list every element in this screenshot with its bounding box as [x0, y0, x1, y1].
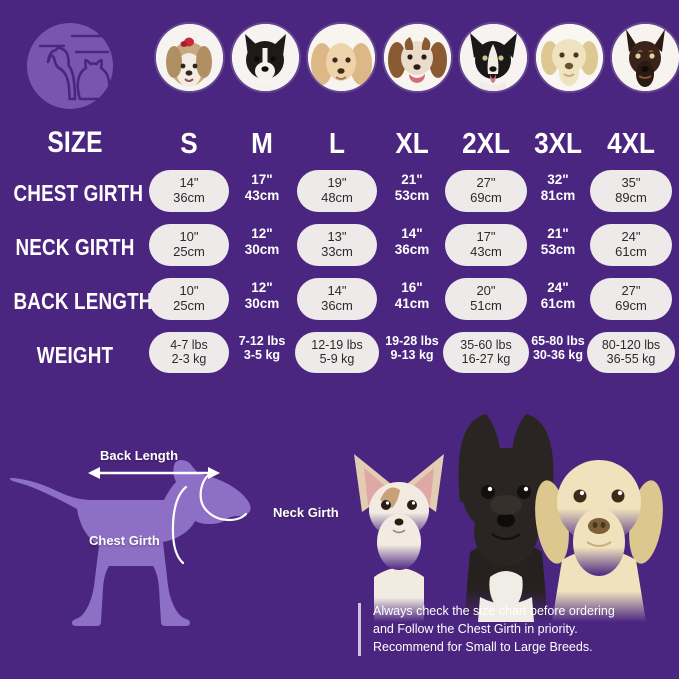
breed-circle-labrador [536, 24, 603, 91]
cell-chest-s: 14" 36cm [149, 170, 229, 212]
cell-chest-2xl: 27" 69cm [445, 170, 527, 212]
column-header-s: S [180, 128, 198, 160]
cell-back-s: 10" 25cm [149, 278, 229, 320]
cell-chest-4xl: 35" 89cm [590, 170, 672, 212]
cell-weight-m: 7-12 lbs 3-5 kg [238, 334, 286, 363]
note-line-2: and Follow the Chest Girth in priority. [373, 621, 578, 636]
cell-weight-xl: 19-28 lbs 9-13 kg [385, 334, 439, 363]
row-label-weight: WEIGHT [36, 342, 114, 368]
arrow-head-left [88, 467, 100, 479]
dog-cat-circle-logo [22, 18, 118, 114]
cell-neck-xl: 14" 36cm [394, 226, 430, 257]
cell-neck-3xl: 21" 53cm [540, 226, 576, 257]
cell-chest-3xl: 32" 81cm [540, 172, 576, 203]
cell-back-xl: 16" 41cm [394, 280, 430, 311]
column-header-2xl: 2XL [462, 128, 510, 160]
cell-back-l: 14" 36cm [297, 278, 377, 320]
cell-neck-4xl: 24" 61cm [590, 224, 672, 266]
breed-photo-group [340, 392, 679, 622]
column-header-m: M [251, 128, 273, 160]
note-line-3: Recommend for Small to Large Breeds. [373, 639, 593, 654]
cell-back-3xl: 24" 61cm [540, 280, 576, 311]
neck-girth-dimension-label: Neck Girth [273, 505, 339, 520]
cell-neck-2xl: 17" 43cm [445, 224, 527, 266]
breed-circle-cocker-spaniel [308, 24, 375, 91]
column-header-3xl: 3XL [534, 128, 582, 160]
breed-circle-shih-tzu [156, 24, 223, 91]
row-label-neck-girth: NECK GIRTH [15, 234, 135, 260]
cell-neck-m: 12" 30cm [244, 226, 280, 257]
breed-photo-strip [150, 24, 679, 94]
column-header-l: L [329, 128, 345, 160]
french-bulldog-photo [458, 414, 554, 622]
chest-girth-loop [171, 485, 188, 565]
column-header-4xl: 4XL [607, 128, 655, 160]
row-label-back-length: BACK LENGTH [13, 288, 153, 314]
dog-silhouette-side-view [10, 460, 251, 626]
measurement-diagram [0, 392, 360, 679]
note-line-1: Always check the size chart before order… [373, 604, 615, 618]
chihuahua-photo [354, 454, 444, 622]
breed-circle-doberman [612, 24, 679, 91]
arrow-head-right [208, 467, 220, 479]
cell-back-2xl: 20" 51cm [445, 278, 527, 320]
cell-back-m: 12" 30cm [244, 280, 280, 311]
size-chart-note: Always check the size chart before order… [358, 603, 679, 657]
back-length-dimension-label: Back Length [100, 448, 179, 463]
cell-chest-l: 19" 48cm [297, 170, 377, 212]
size-table: SIZE S M L XL 2XL 3XL 4XL CHEST GIRTH 14… [0, 112, 679, 382]
neck-girth-loop [199, 470, 248, 522]
row-label-chest-girth: CHEST GIRTH [13, 180, 144, 206]
chest-girth-dimension-label: Chest Girth [89, 533, 160, 548]
labrador-photo [535, 460, 663, 622]
cell-weight-s: 4-7 lbs 2-3 kg [149, 332, 229, 373]
cell-chest-xl: 21" 53cm [394, 172, 430, 203]
cell-neck-s: 10" 25cm [149, 224, 229, 266]
breed-circle-boston-terrier [232, 24, 299, 91]
table-corner-label: SIZE [47, 126, 103, 159]
cell-weight-3xl: 65-80 lbs 30-36 kg [531, 334, 585, 363]
cell-chest-m: 17" 43cm [244, 172, 280, 203]
cell-neck-l: 13" 33cm [297, 224, 377, 266]
cell-weight-4xl: 80-120 lbs 36-55 kg [587, 332, 675, 373]
breed-circle-border-collie [460, 24, 527, 91]
column-header-xl: XL [395, 128, 429, 160]
cell-weight-l: 12-19 lbs 5-9 kg [295, 332, 379, 373]
cell-back-4xl: 27" 69cm [590, 278, 672, 320]
cell-weight-2xl: 35-60 lbs 16-27 kg [443, 332, 529, 373]
breed-circle-beagle [384, 24, 451, 91]
